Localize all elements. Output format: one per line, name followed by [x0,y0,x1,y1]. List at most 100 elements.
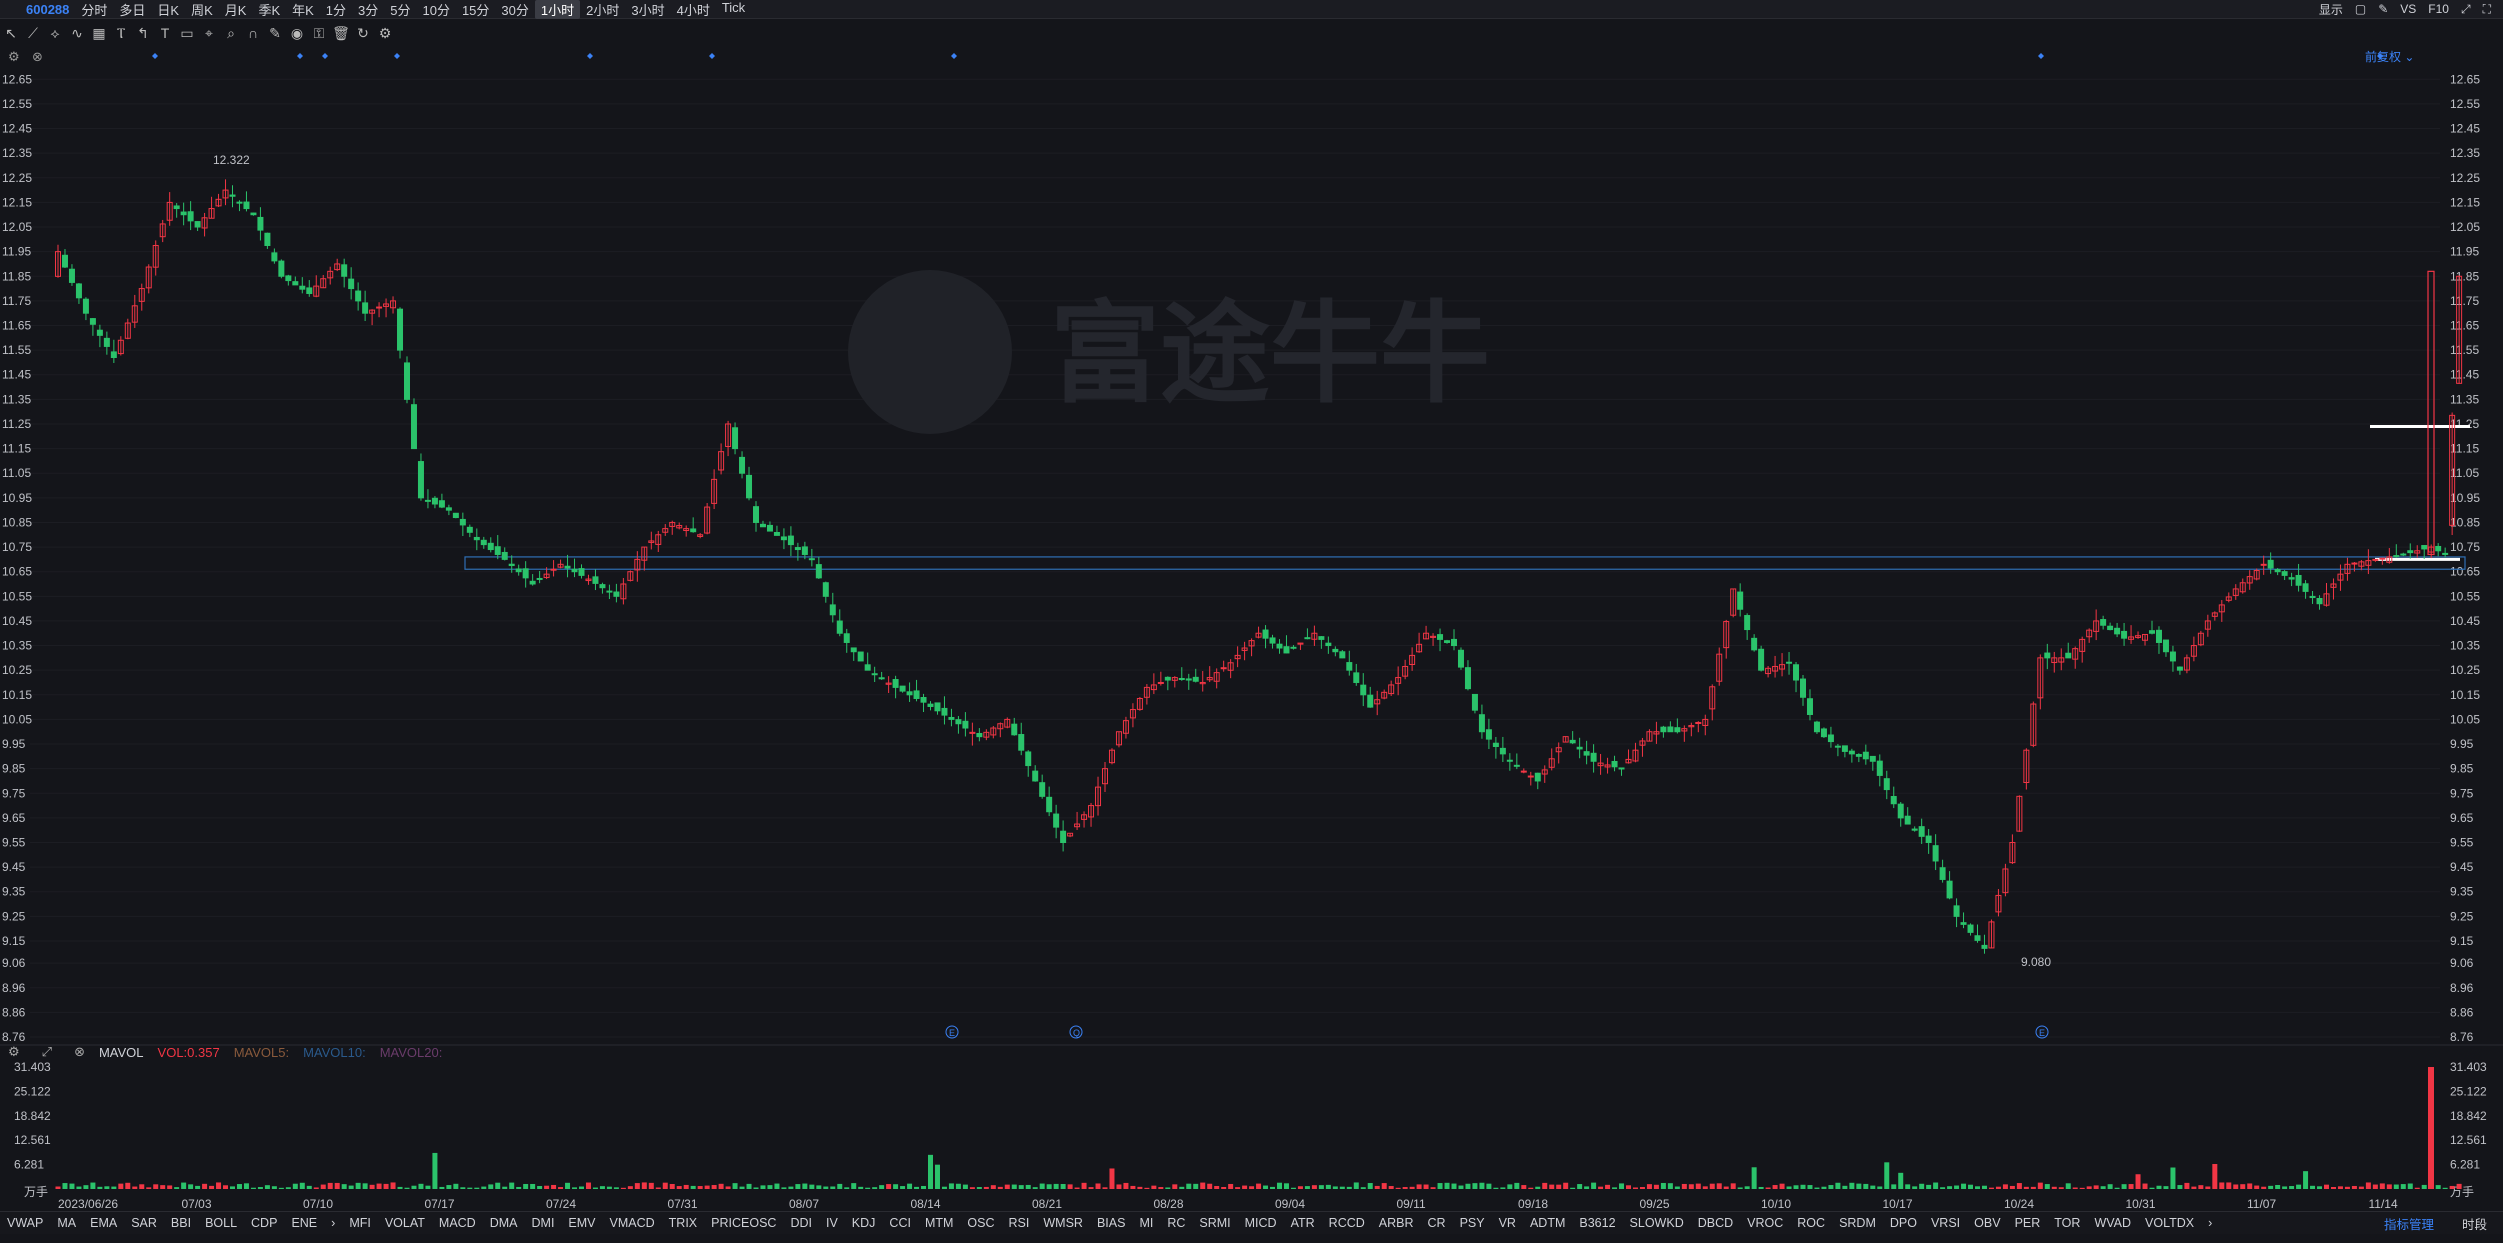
candle-body[interactable] [564,565,571,569]
event-diamond-icon[interactable] [297,53,303,59]
candle-body[interactable] [759,523,766,528]
candle-body[interactable] [1841,745,1848,752]
candle-body[interactable] [1430,635,1437,638]
candle-body[interactable] [1157,681,1164,684]
trash-icon[interactable]: 🗑 [332,24,350,41]
candle-body[interactable] [1597,762,1604,767]
candle-body[interactable] [1388,684,1395,695]
pencil-icon[interactable]: ✎ [269,24,281,41]
event-diamond-icon[interactable] [2377,53,2383,59]
candle-body[interactable] [1241,647,1248,651]
candle-body[interactable] [983,731,990,738]
candle-body[interactable] [1325,642,1332,647]
candle-body[interactable] [383,303,390,307]
candle-body[interactable] [89,318,96,325]
indicator-bbi[interactable]: BBI [170,1216,192,1230]
candle-body[interactable] [1150,684,1157,691]
candle-body[interactable] [2309,595,2316,599]
candle-body[interactable] [1499,747,1506,755]
candle-body[interactable] [2414,550,2421,554]
candle-body[interactable] [529,580,536,585]
timeframe-tab[interactable]: 4小时 [676,2,710,18]
candle-body[interactable] [2323,593,2330,606]
candle-body[interactable] [704,506,711,534]
candle-body[interactable] [1311,632,1318,640]
candle-body[interactable] [801,546,808,555]
indicator-rc[interactable]: RC [1167,1216,1186,1230]
indicator-b3612[interactable]: B3612 [1579,1216,1616,1230]
candle-body[interactable] [2114,627,2121,635]
candle-body[interactable] [1262,629,1269,639]
candle-body[interactable] [1053,813,1060,828]
indicator-ddi[interactable]: DDI [790,1216,812,1230]
candle-body[interactable] [1011,723,1018,736]
candle-body[interactable] [1185,678,1192,681]
timeframe-tab[interactable]: 2小时 [586,2,620,18]
indicator-sar[interactable]: SAR [131,1216,157,1230]
candle-body[interactable] [2288,577,2295,580]
candle-body[interactable] [1988,921,1995,949]
candle-body[interactable] [2260,563,2267,566]
candle-body[interactable] [1416,643,1423,653]
candle-body[interactable] [2218,604,2225,613]
candle-body[interactable] [1709,686,1716,710]
candle-body[interactable] [1081,814,1088,820]
indicator-micd[interactable]: MICD [1244,1216,1277,1230]
candle-body[interactable] [103,337,110,347]
candle-body[interactable] [522,568,529,579]
draw-icon[interactable]: ✎ [2378,2,2389,16]
timeframe-tab[interactable]: Tick [721,0,746,15]
candle-body[interactable] [1939,867,1946,880]
candle-body[interactable] [327,270,334,279]
candle-body[interactable] [536,577,543,580]
candle-body[interactable] [690,528,697,533]
candle-body[interactable] [299,285,306,290]
candle-body[interactable] [585,578,592,582]
support-zone[interactable] [464,556,2466,570]
candle-body[interactable] [1862,751,1869,760]
indicator-[interactable]: › [2208,1216,2213,1230]
candle-body[interactable] [1492,742,1499,747]
indicator-bias[interactable]: BIAS [1096,1216,1126,1230]
candle-body[interactable] [1297,642,1304,645]
candle-body[interactable] [606,590,613,593]
indicator-mtm[interactable]: MTM [924,1216,954,1230]
candle-body[interactable] [2407,550,2414,554]
candle-body[interactable] [2267,559,2274,569]
candle-body[interactable] [1513,764,1520,767]
candle-body[interactable] [362,302,369,314]
candle-body[interactable] [1960,922,1967,925]
candle-body[interactable] [1974,935,1981,941]
candle-body[interactable] [557,563,564,568]
candle-body[interactable] [1444,640,1451,643]
candle-body[interactable] [787,535,794,546]
candle-body[interactable] [2211,612,2218,617]
indicator-vr[interactable]: VR [1498,1216,1516,1230]
candle-body[interactable] [487,542,494,551]
candle-body[interactable] [1793,664,1800,681]
session-button[interactable]: 时段 [2461,1217,2487,1232]
candle-body[interactable] [1541,769,1548,775]
candle-body[interactable] [1129,709,1136,719]
indicator-boll[interactable]: BOLL [205,1216,238,1230]
candle-body[interactable] [1695,721,1702,724]
candle-body[interactable] [808,558,815,561]
channel-icon[interactable]: ⟡ [50,24,60,41]
candle-body[interactable] [1918,826,1925,837]
candle-body[interactable] [1779,664,1786,670]
layout-icon[interactable]: ▢ [2354,2,2367,16]
candle-body[interactable] [794,547,801,551]
candle-body[interactable] [1869,755,1876,762]
event-diamond-icon[interactable] [2038,53,2044,59]
candle-body[interactable] [1848,750,1855,755]
indicator-arbr[interactable]: ARBR [1378,1216,1414,1230]
candle-body[interactable] [2023,749,2030,783]
candle-body[interactable] [2093,620,2100,632]
candle-body[interactable] [2183,657,2190,671]
candle-body[interactable] [2100,619,2107,626]
candle-body[interactable] [2456,275,2463,384]
candle-body[interactable] [1876,760,1883,776]
event-diamond-icon[interactable] [394,53,400,59]
indicator-mfi[interactable]: MFI [349,1216,371,1230]
candle-body[interactable] [927,703,934,707]
